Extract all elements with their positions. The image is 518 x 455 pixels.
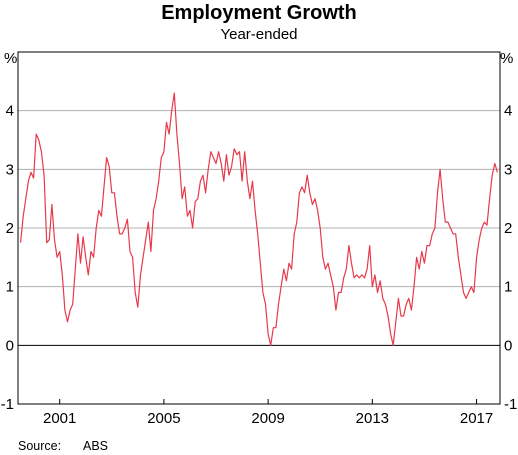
y-axis-left: -1 0 1 2 3 4 bbox=[1, 103, 14, 413]
y-tick-label-left: 4 bbox=[6, 103, 14, 120]
y-unit-right: % bbox=[500, 50, 513, 67]
y-tick-label-right: 0 bbox=[504, 337, 512, 354]
series-line-employment-growth bbox=[20, 92, 498, 346]
y-tick-label-left: 1 bbox=[6, 279, 14, 296]
y-tick-label-left: 2 bbox=[6, 220, 14, 237]
y-tick-label-left: 0 bbox=[6, 337, 14, 354]
y-tick-label-right: 1 bbox=[504, 279, 512, 296]
y-tick-label-right: -1 bbox=[504, 396, 517, 413]
y-unit-left: % bbox=[4, 50, 17, 67]
source-value: ABS bbox=[83, 439, 108, 453]
y-axis-right: -1 0 1 2 3 4 bbox=[504, 103, 517, 413]
y-tick-label-left: -1 bbox=[1, 396, 14, 413]
x-tick-label: 2013 bbox=[356, 410, 389, 427]
x-tick-label: 2001 bbox=[43, 410, 76, 427]
plot-frame bbox=[17, 51, 501, 405]
source-label: Source: bbox=[18, 439, 61, 453]
y-tick-label-right: 4 bbox=[504, 103, 512, 120]
x-tick-label: 2017 bbox=[460, 410, 493, 427]
chart-subtitle: Year-ended bbox=[220, 26, 297, 43]
series-group bbox=[20, 92, 498, 346]
y-tick-label-left: 3 bbox=[6, 161, 14, 178]
y-tick-label-right: 2 bbox=[504, 220, 512, 237]
chart-title: Employment Growth bbox=[161, 2, 357, 24]
x-tick-label: 2009 bbox=[251, 410, 284, 427]
y-tick-label-right: 3 bbox=[504, 161, 512, 178]
x-axis: 2001 2005 2009 2013 2017 bbox=[43, 399, 493, 427]
gridlines bbox=[18, 110, 500, 346]
x-tick-label: 2005 bbox=[147, 410, 180, 427]
